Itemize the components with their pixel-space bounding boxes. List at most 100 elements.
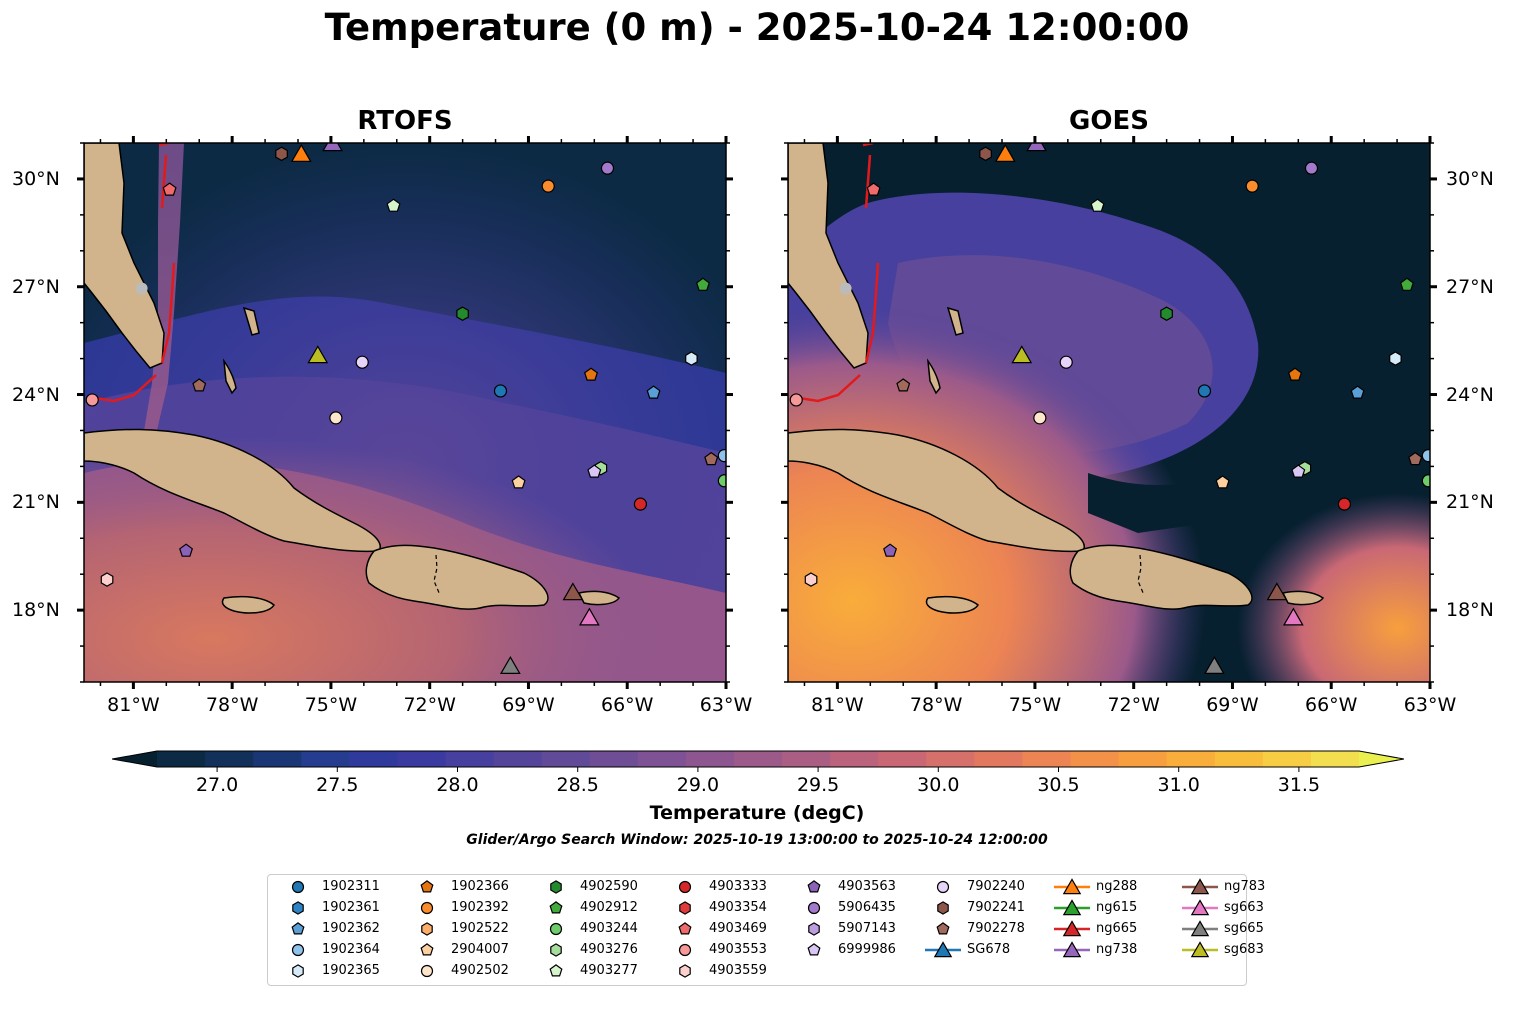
platform-marker-5906435[interactable] — [600, 161, 615, 175]
legend-marker-4903469[interactable] — [678, 922, 692, 935]
legend-marker-1902362[interactable] — [291, 922, 305, 935]
platform-marker-5906435[interactable] — [1304, 161, 1319, 175]
legend-marker-ng615[interactable] — [1062, 899, 1082, 916]
legend-marker-4903333[interactable] — [678, 880, 692, 894]
platform-marker-ng288[interactable] — [290, 143, 312, 162]
platform-marker-4903277[interactable] — [1090, 198, 1105, 212]
legend-marker-7902278[interactable] — [936, 922, 950, 935]
legend-marker-ng665[interactable] — [1062, 920, 1082, 937]
platform-marker-1902366[interactable] — [1287, 367, 1303, 381]
legend-marker-sg663[interactable] — [1190, 899, 1210, 916]
platform-marker-6999986[interactable] — [1291, 464, 1306, 478]
platform-marker-6999986[interactable] — [587, 464, 602, 478]
platform-marker-1902362[interactable] — [646, 385, 661, 399]
legend-marker-ng288[interactable] — [1062, 878, 1082, 895]
legend-marker-ng783[interactable] — [1190, 878, 1210, 895]
goes-map[interactable] — [788, 143, 1430, 682]
platform-marker-4903244[interactable] — [717, 474, 726, 488]
platform-marker-1902362[interactable] — [1350, 385, 1365, 399]
platform-marker-4903563[interactable] — [883, 543, 898, 557]
platform-marker-sg665[interactable] — [1203, 655, 1225, 675]
platform-marker-1902365[interactable] — [685, 351, 698, 366]
platform-marker-1902364[interactable] — [717, 449, 726, 463]
platform-marker-7902240[interactable] — [355, 355, 369, 369]
platform-marker-7902240[interactable] — [1059, 355, 1073, 369]
platform-marker-4903469[interactable] — [866, 182, 881, 196]
platform-marker-4903244[interactable] — [1421, 474, 1430, 488]
platform-marker-7902241[interactable] — [275, 146, 288, 162]
platform-marker-4903333[interactable] — [1337, 497, 1352, 511]
platform-marker-1902311[interactable] — [493, 384, 508, 398]
platform-marker-sg663[interactable] — [1282, 607, 1304, 626]
platform-marker-ng783[interactable] — [1266, 582, 1288, 601]
legend-marker-1902311[interactable] — [291, 880, 305, 894]
platform-marker-4902590[interactable] — [456, 306, 469, 321]
platform-marker-4902912[interactable] — [695, 277, 710, 291]
legend-marker-5906435[interactable] — [807, 901, 821, 915]
legend-label: 1902366 — [451, 879, 509, 894]
legend-marker-sg683[interactable] — [1190, 941, 1210, 958]
legend-marker-1902392[interactable] — [420, 901, 434, 915]
legend-marker-1902361[interactable] — [292, 901, 304, 915]
rtofs-map[interactable] — [84, 143, 726, 682]
legend-marker-1902522[interactable] — [421, 922, 433, 936]
legend-marker-4903559[interactable] — [679, 964, 691, 978]
platform-marker-4903469[interactable] — [162, 182, 177, 196]
platform-marker-1902364[interactable] — [1421, 449, 1430, 463]
legend-marker-4903563[interactable] — [807, 880, 821, 893]
platform-marker-sg665[interactable] — [499, 655, 521, 675]
legend-marker-4903244[interactable] — [549, 922, 563, 936]
platform-marker-4902502[interactable] — [1033, 411, 1047, 425]
platform-marker-7902241[interactable] — [979, 146, 992, 162]
lon-tick-label: 75°W — [304, 694, 358, 716]
legend-marker-4903553[interactable] — [678, 943, 692, 957]
legend-marker-6999986[interactable] — [807, 943, 821, 956]
platform-marker-2904007[interactable] — [1215, 475, 1230, 489]
legend-marker-4902590[interactable] — [550, 880, 562, 894]
platform-marker-4903563[interactable] — [179, 543, 194, 557]
legend-marker — [925, 941, 961, 958]
legend-marker-5907143[interactable] — [808, 922, 820, 936]
platform-marker-4902590[interactable] — [1160, 306, 1173, 321]
legend-marker-2904007[interactable] — [420, 943, 434, 956]
platform-marker-4903553[interactable] — [789, 393, 803, 407]
legend-marker-sg665[interactable] — [1190, 920, 1210, 937]
platform-marker-2904007[interactable] — [511, 475, 526, 489]
legend-marker-SG678[interactable] — [933, 941, 953, 958]
platform-marker-4902502[interactable] — [329, 411, 343, 425]
legend-marker-1902366[interactable] — [420, 880, 434, 893]
platform-marker-4903559[interactable] — [804, 572, 818, 587]
platform-marker-4903553[interactable] — [85, 393, 99, 407]
platform-marker-7902278[interactable] — [896, 378, 911, 392]
legend-marker-4902502[interactable] — [420, 964, 434, 978]
legend-marker-7902241[interactable] — [937, 901, 949, 915]
platform-marker-1902366[interactable] — [583, 367, 599, 381]
platform-marker-7902278[interactable] — [704, 451, 719, 466]
legend-label: 4902590 — [580, 879, 638, 894]
platform-marker-sg683[interactable] — [1011, 345, 1033, 364]
platform-marker-ng738[interactable] — [322, 143, 343, 152]
platform-marker-4903277[interactable] — [386, 198, 401, 212]
platform-marker-ng288[interactable] — [994, 143, 1016, 162]
platform-marker-ng783[interactable] — [562, 582, 584, 601]
legend-marker-4902912[interactable] — [549, 901, 563, 914]
legend-marker-1902365[interactable] — [292, 964, 304, 978]
platform-marker-1902392[interactable] — [541, 179, 555, 193]
platform-marker-1902392[interactable] — [1245, 179, 1259, 193]
platform-marker-1902311[interactable] — [1197, 384, 1212, 398]
platform-marker-7902278[interactable] — [192, 378, 207, 392]
legend-marker-4903276[interactable] — [550, 943, 562, 957]
platform-marker-sg683[interactable] — [307, 345, 329, 364]
platform-marker-7902278[interactable] — [1408, 451, 1423, 466]
platform-marker-sg663[interactable] — [578, 607, 600, 626]
platform-marker-4903559[interactable] — [100, 572, 114, 587]
platform-marker-4902912[interactable] — [1399, 277, 1414, 291]
legend-marker-4903277[interactable] — [549, 964, 563, 977]
legend-marker-1902364[interactable] — [291, 943, 305, 957]
legend-marker-4903354[interactable] — [679, 901, 691, 915]
legend-marker-7902240[interactable] — [936, 880, 950, 894]
platform-marker-1902365[interactable] — [1389, 351, 1402, 366]
platform-marker-ng738[interactable] — [1026, 143, 1047, 152]
platform-marker-4903333[interactable] — [633, 497, 648, 511]
legend-marker-ng738[interactable] — [1062, 941, 1082, 958]
